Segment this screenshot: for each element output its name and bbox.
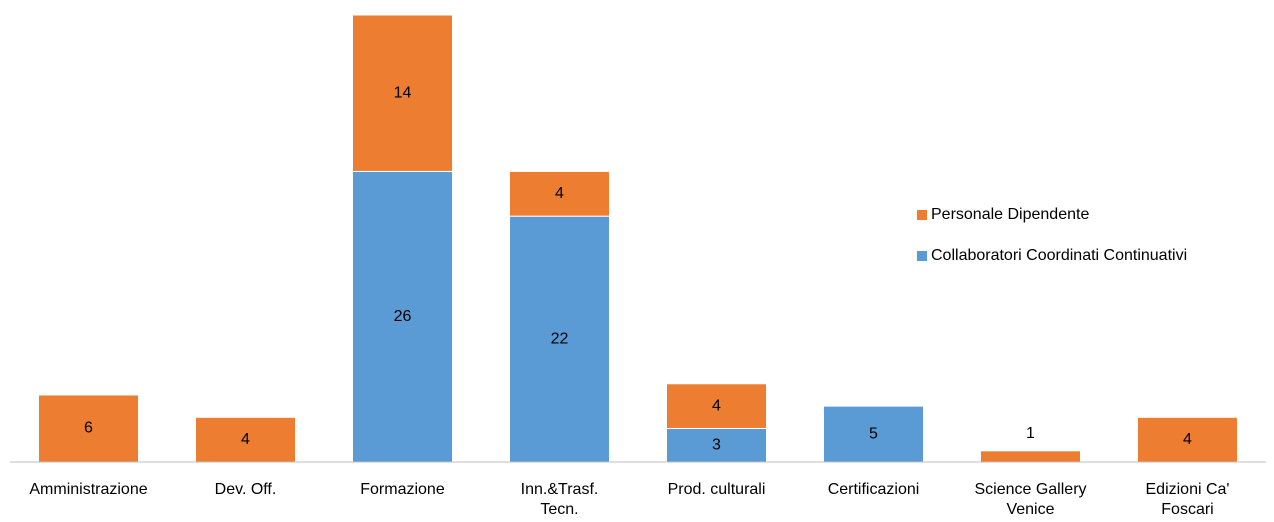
x-tick-label: Amministrazione xyxy=(29,481,148,498)
data-label: 5 xyxy=(869,425,878,442)
bar-segment xyxy=(509,170,610,217)
x-tick-label: Edizioni Ca' Foscari xyxy=(1145,481,1230,518)
bar-segment xyxy=(352,14,453,172)
data-label: 22 xyxy=(551,330,569,347)
bar-segment xyxy=(666,383,767,429)
bar-segment xyxy=(509,215,610,463)
x-tick-label: Science Gallery Venice xyxy=(974,481,1087,518)
bar-segment xyxy=(1137,416,1238,463)
legend-label: Collaboratori Coordinati Continuativi xyxy=(931,247,1187,264)
data-label: 26 xyxy=(394,308,412,325)
data-label: 14 xyxy=(394,84,412,101)
x-tick-label: Prod. culturali xyxy=(667,481,766,498)
x-tick-label: Certificazioni xyxy=(827,481,920,498)
data-label: 4 xyxy=(1183,431,1192,448)
legend-swatch xyxy=(917,210,927,220)
bar-segment xyxy=(980,450,1081,463)
x-tick-label: Formazione xyxy=(360,481,445,498)
data-label: 4 xyxy=(555,185,564,202)
x-tick-label: Inn.&Trasf. Tecn. xyxy=(520,481,599,518)
legend-label: Personale Dipendente xyxy=(931,206,1089,223)
data-label: 3 xyxy=(712,436,721,453)
data-label: 6 xyxy=(84,420,93,437)
x-tick-label: Dev. Off. xyxy=(214,481,277,498)
data-label: 1 xyxy=(1026,425,1035,442)
data-label: 4 xyxy=(241,431,250,448)
data-label: 4 xyxy=(712,397,721,414)
bar-segment xyxy=(38,394,139,463)
bar-segment xyxy=(195,416,296,463)
legend-swatch xyxy=(917,251,927,261)
